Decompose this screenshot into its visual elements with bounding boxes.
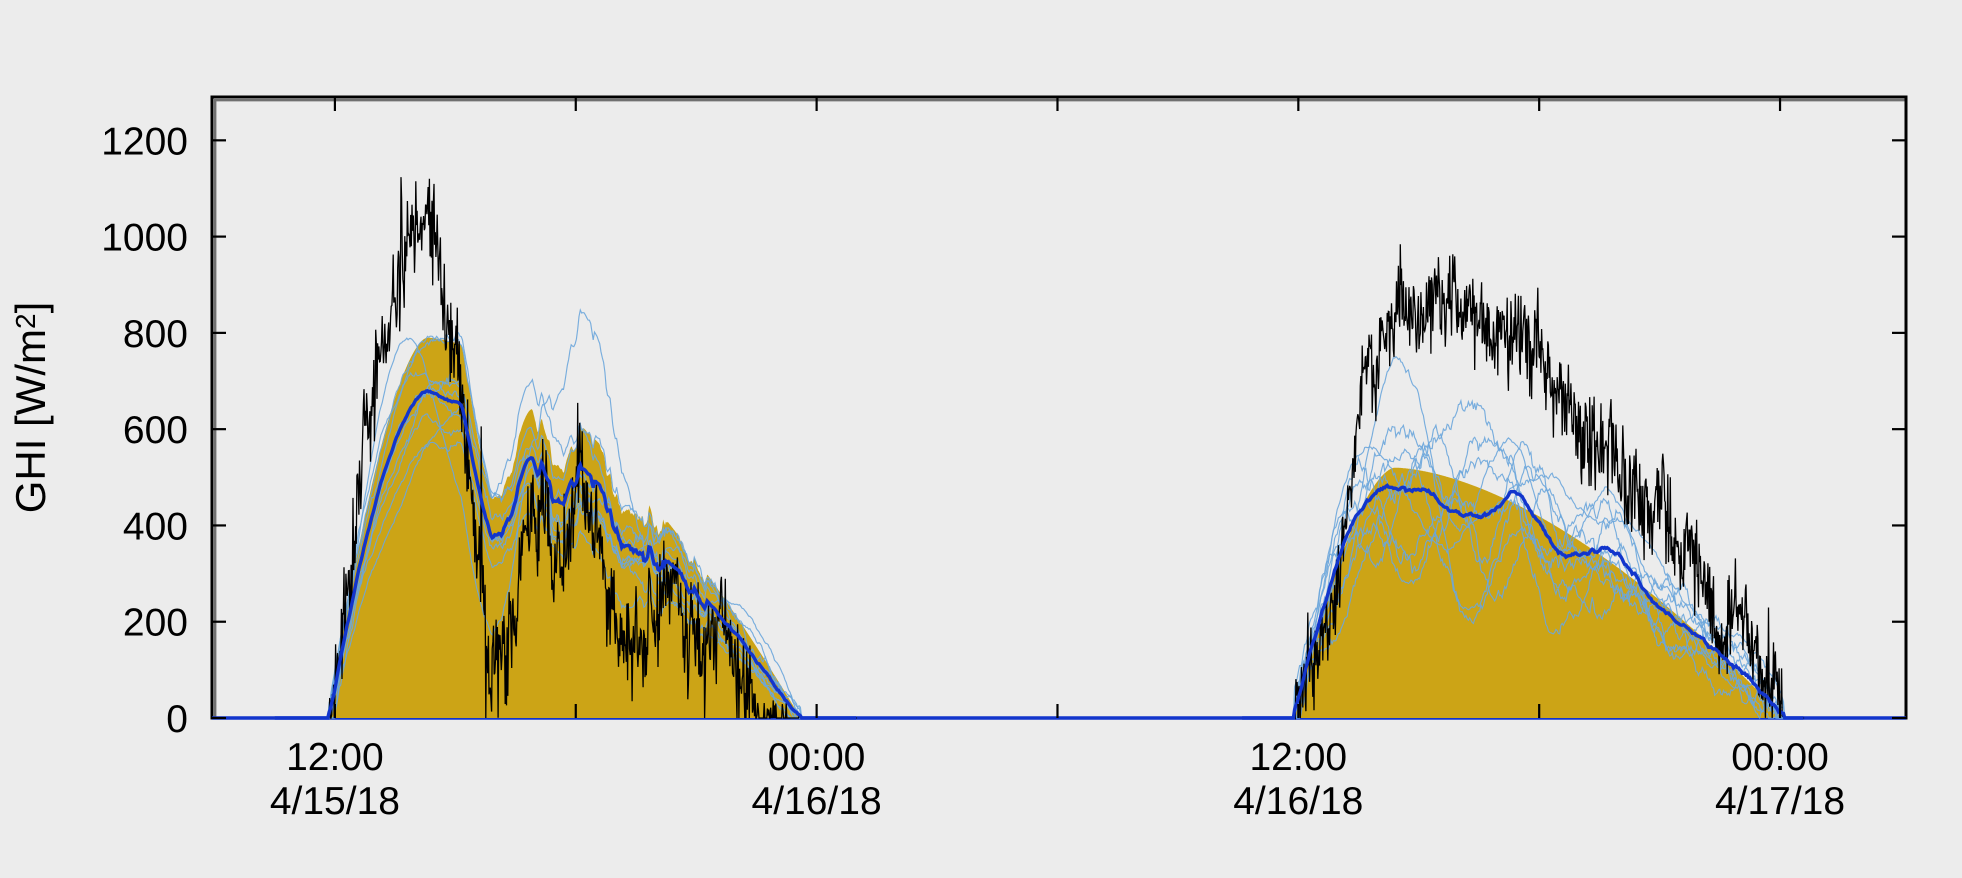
svg-text:4/16/18: 4/16/18	[1233, 780, 1363, 823]
svg-text:1000: 1000	[101, 217, 188, 260]
svg-text:12:00: 12:00	[1249, 736, 1347, 779]
svg-text:400: 400	[123, 505, 188, 548]
svg-text:12:00: 12:00	[286, 736, 384, 779]
svg-text:800: 800	[123, 313, 188, 356]
svg-text:00:00: 00:00	[1731, 736, 1829, 779]
svg-text:600: 600	[123, 409, 188, 452]
svg-text:0: 0	[166, 698, 188, 741]
svg-text:4/15/18: 4/15/18	[270, 780, 400, 823]
svg-text:GHI [W/m2]: GHI [W/m2]	[7, 302, 54, 514]
svg-text:4/16/18: 4/16/18	[752, 780, 882, 823]
svg-text:4/17/18: 4/17/18	[1715, 780, 1845, 823]
svg-text:200: 200	[123, 602, 188, 645]
svg-text:1200: 1200	[101, 120, 188, 163]
svg-text:00:00: 00:00	[768, 736, 866, 779]
